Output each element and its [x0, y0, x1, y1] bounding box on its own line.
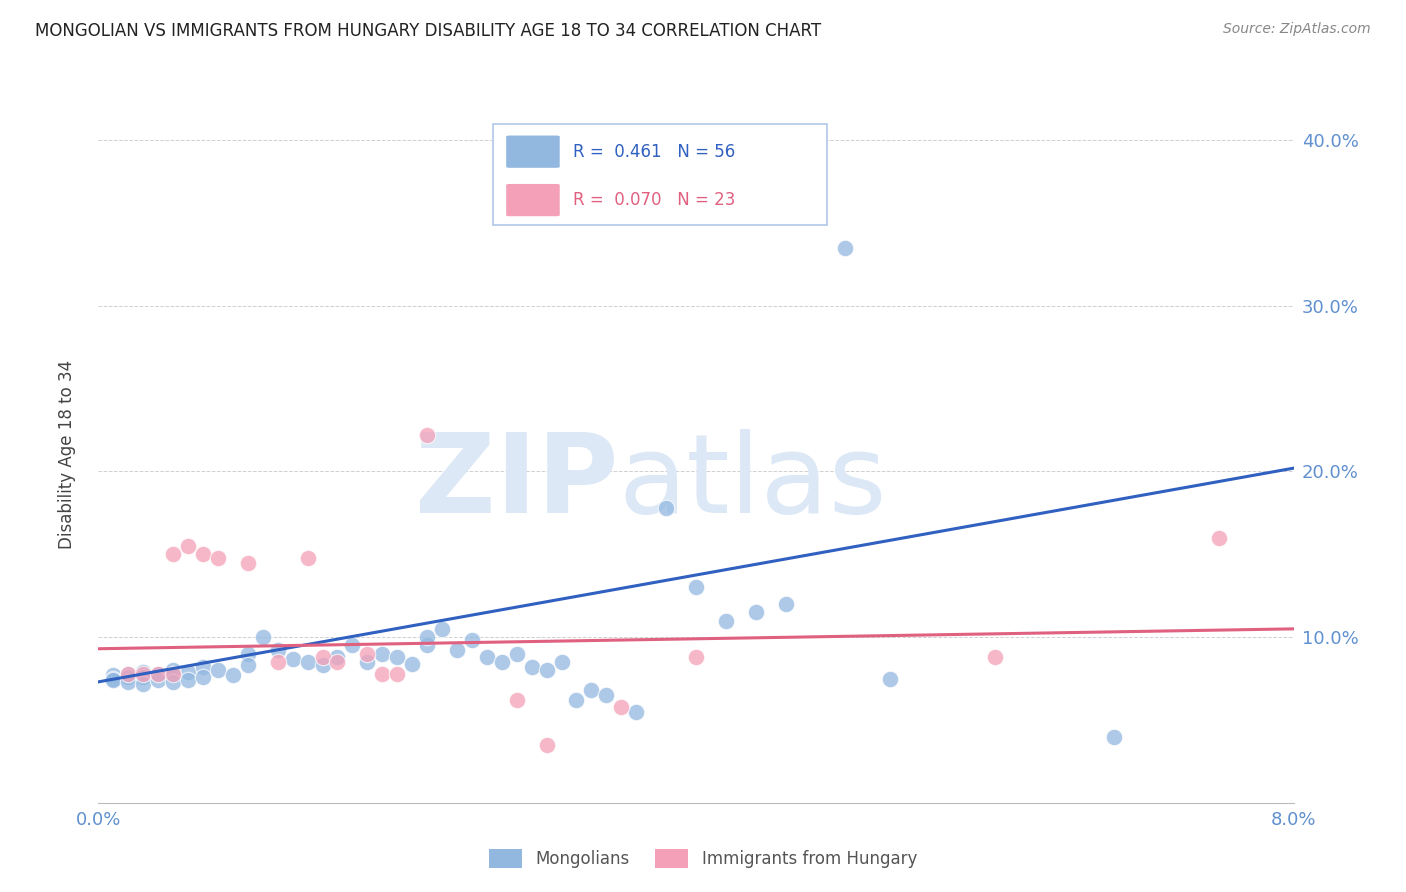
Point [401, 657, 423, 671]
Point [236, 647, 259, 661]
Point [685, 581, 707, 595]
Point [207, 663, 229, 677]
Point [117, 666, 139, 681]
Point [356, 655, 378, 669]
Point [745, 605, 768, 619]
Point [775, 597, 797, 611]
Point [117, 666, 139, 681]
Point [461, 633, 484, 648]
Point [834, 241, 856, 255]
Point [103, 668, 125, 682]
Text: MONGOLIAN VS IMMIGRANTS FROM HUNGARY DISABILITY AGE 18 TO 34 CORRELATION CHART: MONGOLIAN VS IMMIGRANTS FROM HUNGARY DIS… [35, 22, 821, 40]
Point [385, 650, 409, 665]
Point [371, 647, 394, 661]
Text: atlas: atlas [619, 429, 887, 536]
Point [177, 673, 200, 688]
Point [1208, 531, 1230, 545]
Point [281, 651, 304, 665]
Point [446, 643, 468, 657]
Point [252, 630, 274, 644]
Point [550, 655, 572, 669]
Point [148, 673, 170, 688]
Point [132, 666, 155, 681]
Point [610, 699, 633, 714]
Point [132, 670, 155, 684]
Point [565, 693, 588, 707]
Point [416, 428, 439, 442]
Point [536, 738, 558, 752]
Point [267, 643, 290, 657]
Point [311, 650, 333, 665]
Point [103, 672, 125, 686]
Point [236, 556, 259, 570]
Point [222, 668, 245, 682]
Point [879, 672, 901, 686]
Point [207, 550, 229, 565]
Point [177, 539, 200, 553]
Point [267, 655, 290, 669]
Point [162, 674, 184, 689]
Point [506, 647, 529, 661]
Point [297, 655, 319, 669]
Point [491, 655, 513, 669]
Point [117, 670, 139, 684]
Point [191, 547, 214, 561]
Point [132, 665, 155, 679]
Point [191, 660, 214, 674]
Point [148, 666, 170, 681]
Point [536, 663, 558, 677]
Point [371, 666, 394, 681]
Point [132, 676, 155, 690]
Point [148, 666, 170, 681]
Point [311, 658, 333, 673]
Point [103, 673, 125, 688]
Point [655, 500, 678, 515]
Point [685, 650, 707, 665]
Point [191, 670, 214, 684]
Point [117, 674, 139, 689]
Point [983, 650, 1005, 665]
Text: ZIP: ZIP [415, 429, 619, 536]
Point [520, 660, 543, 674]
Point [236, 658, 259, 673]
Point [356, 647, 378, 661]
Point [162, 666, 184, 681]
Y-axis label: Disability Age 18 to 34: Disability Age 18 to 34 [58, 360, 76, 549]
Point [506, 693, 529, 707]
Point [581, 683, 603, 698]
Point [342, 639, 364, 653]
Legend: Mongolians, Immigrants from Hungary: Mongolians, Immigrants from Hungary [482, 842, 924, 875]
Point [624, 705, 647, 719]
Point [595, 688, 617, 702]
Point [430, 622, 453, 636]
Point [162, 547, 184, 561]
Point [714, 614, 737, 628]
Point [297, 550, 319, 565]
Point [416, 639, 439, 653]
Point [1102, 730, 1125, 744]
Point [475, 650, 498, 665]
Point [326, 655, 349, 669]
Point [162, 663, 184, 677]
Point [326, 650, 349, 665]
Point [385, 666, 409, 681]
Text: Source: ZipAtlas.com: Source: ZipAtlas.com [1223, 22, 1371, 37]
Point [416, 630, 439, 644]
Point [177, 665, 200, 679]
Point [162, 668, 184, 682]
